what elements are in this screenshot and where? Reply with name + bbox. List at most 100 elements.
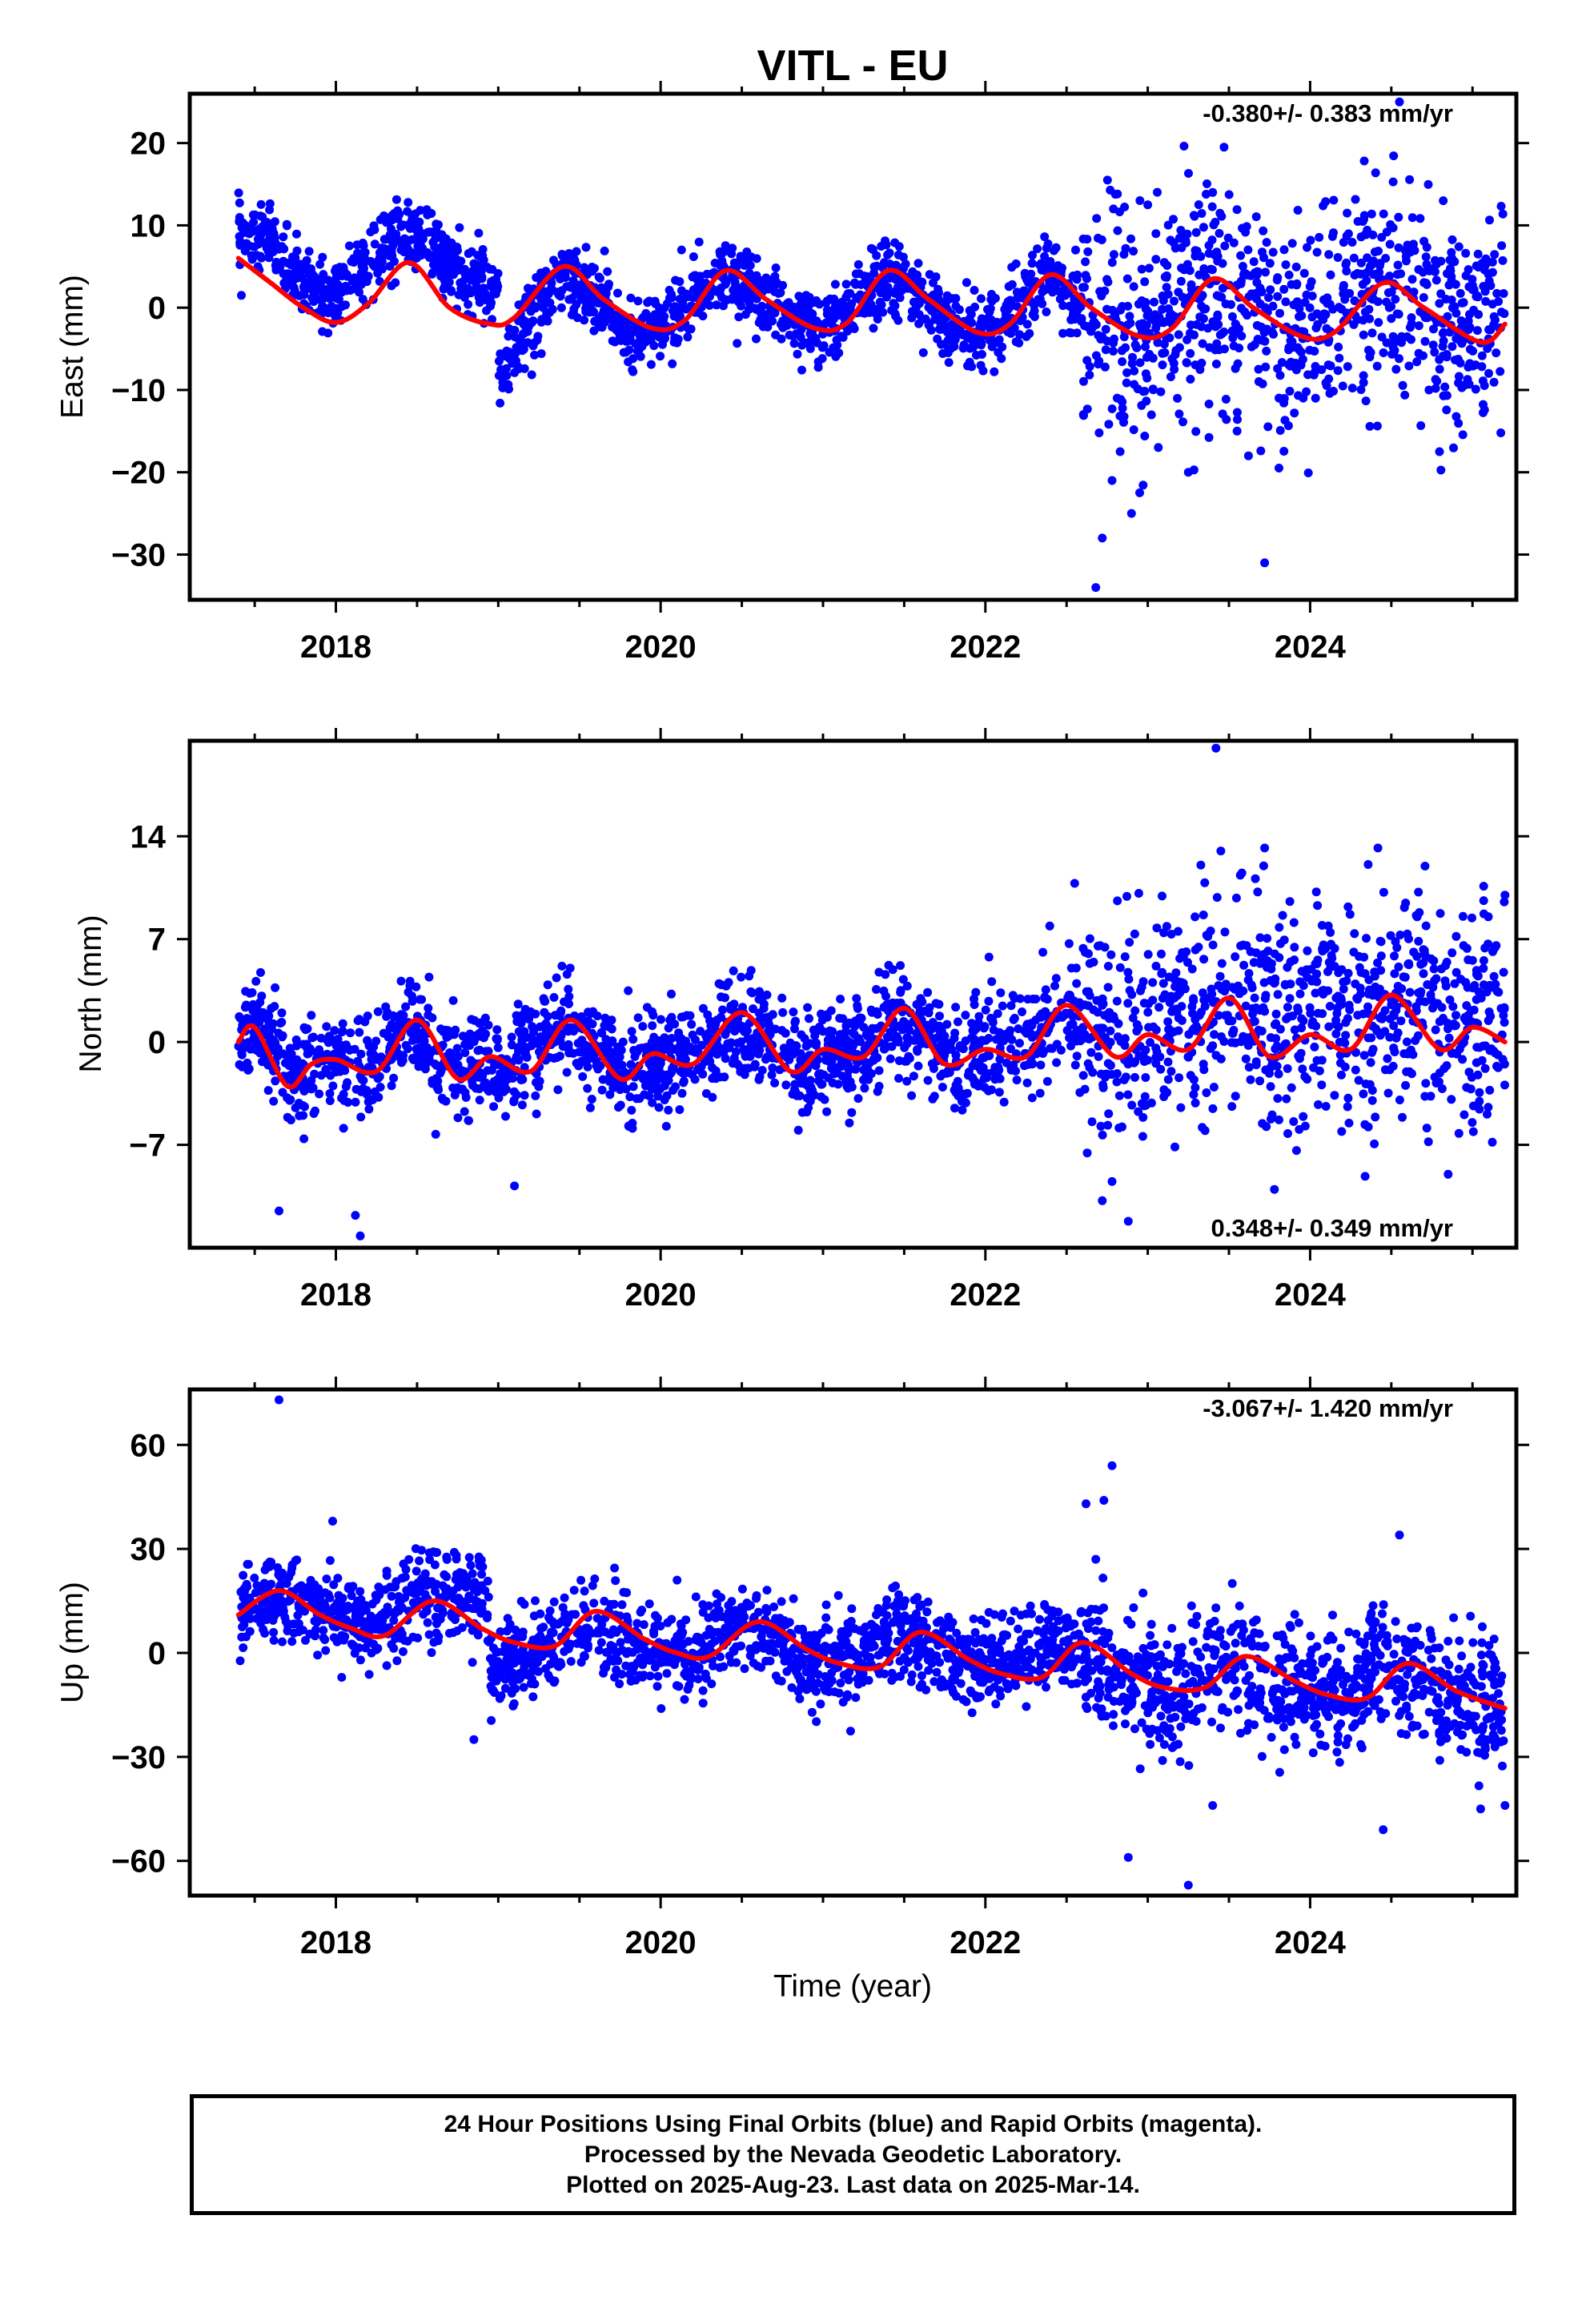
east-point [721,295,730,304]
east-point [918,348,928,357]
east-point [1025,329,1034,338]
east-point [1198,339,1207,348]
north-point [1246,1075,1255,1084]
east-ytick-label: −20 [111,456,166,491]
north-point [1174,1073,1184,1083]
north-point [1123,1059,1133,1069]
east-point [1372,421,1382,431]
east-point [721,277,730,287]
north-point [1323,986,1333,995]
east-point [1126,234,1135,243]
east-point [1129,247,1138,256]
east-point [1428,340,1438,350]
east-point [1343,362,1352,372]
east-point [1404,361,1414,371]
east-xtick-label: 2020 [625,629,697,665]
north-point [1177,1015,1186,1025]
east-point [1303,468,1313,477]
east-point [1102,175,1112,185]
east-point [1445,255,1455,265]
north-point [1499,967,1508,977]
north-point [1472,1043,1482,1052]
north-point [1246,947,1255,956]
east-outlier-point [1115,447,1125,456]
north-point [725,1041,734,1051]
north-point [1351,979,1360,989]
east-point [754,304,764,313]
east-point [415,217,424,227]
east-point [1295,304,1304,313]
east-point [1383,288,1393,297]
north-point [1498,1055,1508,1064]
east-point [622,335,632,344]
north-point [653,1092,663,1101]
east-point [1298,355,1307,364]
north-point [1314,1100,1323,1109]
east-point [1275,464,1283,472]
north-point [1340,1038,1350,1047]
north-point [1081,947,1090,957]
north-point [1472,970,1481,979]
east-point [743,257,753,267]
east-point [1078,283,1087,292]
north-point [1241,1054,1251,1063]
east-point [1191,227,1201,237]
east-point [645,312,655,322]
east-point [1150,297,1158,307]
east-point [913,259,923,268]
east-point [370,239,379,249]
east-point [1393,260,1403,270]
north-point [374,1092,383,1102]
north-point [704,1028,713,1038]
east-point [1312,309,1322,319]
north-point [1134,889,1143,898]
north-point [300,1102,309,1112]
east-point [471,285,480,295]
east-point [1379,209,1388,219]
east-point [1307,277,1316,287]
east-point [1263,422,1273,432]
east-point [1241,269,1251,279]
east-point [1473,249,1483,259]
north-point [1258,951,1267,959]
east-point [1262,346,1271,356]
east-point [793,349,802,359]
north-point [627,1105,636,1115]
north-point [805,1086,815,1096]
east-point [633,296,643,306]
east-point [1480,381,1489,390]
north-point [791,1088,801,1097]
east-point [1324,374,1334,384]
east-point [1339,280,1348,290]
east-point [1431,255,1439,265]
east-ytick-label: 0 [148,291,166,326]
north-point [1066,1041,1075,1051]
east-point [1153,338,1162,348]
east-point [990,337,999,347]
north-point [1227,1016,1237,1026]
east-point [1279,447,1289,456]
east-y-axis-label: East (mm) [55,275,90,419]
east-point [808,309,817,319]
north-point [1337,1070,1346,1080]
north-point [805,1076,815,1085]
north-point [1285,994,1295,1003]
east-point [330,311,339,320]
east-point [1182,358,1191,368]
east-point [894,242,904,251]
east-point [1015,330,1024,340]
north-point [996,988,1006,998]
north-point [1172,1007,1182,1017]
east-point [1054,287,1063,296]
north-point [843,1072,852,1081]
east-point [1429,324,1438,334]
east-point [1400,390,1410,400]
north-point [1285,897,1295,907]
east-point [1003,305,1013,315]
north-point [1089,1005,1098,1015]
north-point [1290,1025,1299,1035]
east-rate-label: -0.380+/- 0.383 mm/yr [1203,99,1453,127]
east-point [934,284,943,294]
east-point [660,304,669,313]
north-point [1312,1055,1322,1065]
